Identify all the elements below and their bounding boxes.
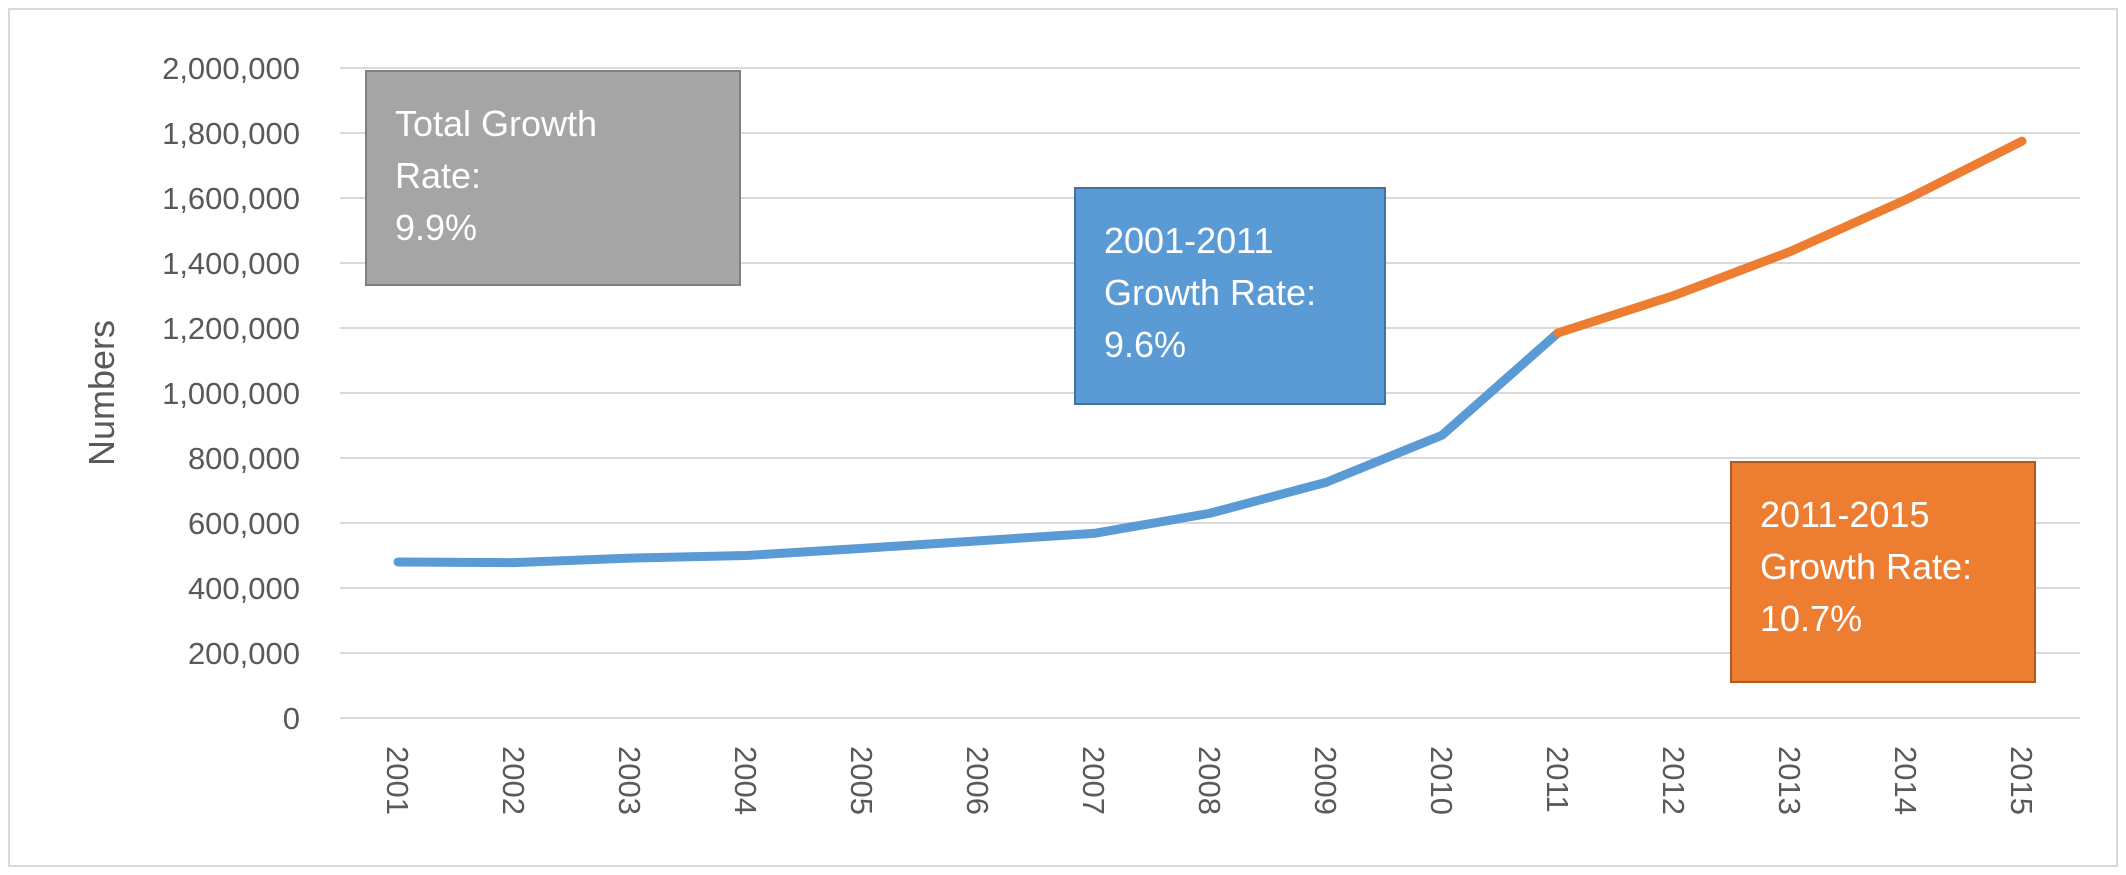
x-tick-label: 2012 <box>1656 746 1691 815</box>
x-tick-label: 2002 <box>496 746 531 815</box>
series-line-2 <box>1553 136 2027 338</box>
chart-frame <box>8 8 2118 867</box>
x-tick-label: 2004 <box>728 746 763 815</box>
y-tick-label: 1,600,000 <box>162 181 300 216</box>
x-axis-ticks: 2001 2002 2003 2004 2005 2006 2007 2008 2009 2010… <box>380 746 2039 815</box>
y-tick-label: 1,800,000 <box>162 116 300 151</box>
x-tick-label: 2007 <box>1076 746 1111 815</box>
y-axis-label: Numbers <box>81 320 122 466</box>
growth-2001-2011-line-1: 2001-2011 <box>1104 220 1274 261</box>
total-growth-line-1: Total Growth <box>395 103 598 144</box>
x-tick-label: 2008 <box>1192 746 1227 815</box>
y-tick-label: 600,000 <box>188 506 300 541</box>
x-tick-label: 2005 <box>844 746 879 815</box>
x-tick-label: 2013 <box>1772 746 1807 815</box>
total-growth-line-3: 9.9% <box>395 207 478 248</box>
total-growth-line-2: Rate: <box>395 155 482 196</box>
x-tick-label: 2014 <box>1888 746 1923 815</box>
series-line-1 <box>393 328 1563 568</box>
x-tick-label: 2006 <box>960 746 995 815</box>
x-tick-label: 2009 <box>1308 746 1343 815</box>
x-tick-label: 2010 <box>1424 746 1459 815</box>
growth-2011-2015-line-3: 10.7% <box>1760 598 1863 639</box>
y-axis-ticks: 0 200,000 400,000 600,000 800,000 1,000,000 1,… <box>162 51 300 736</box>
growth-2011-2015-line-1: 2011-2015 <box>1760 494 1930 535</box>
y-tick-label: 1,200,000 <box>162 311 300 346</box>
growth-2001-2011-line-2: Growth Rate: <box>1104 272 1317 313</box>
growth-2011-2015-annotation: 2011-2015 Growth Rate: 10.7% <box>1730 461 2036 683</box>
growth-2011-2015-line-2: Growth Rate: <box>1760 546 1973 587</box>
x-tick-label: 2015 <box>2004 746 2039 815</box>
y-tick-label: 400,000 <box>188 571 300 606</box>
x-tick-label: 2011 <box>1540 746 1575 813</box>
y-tick-label: 1,000,000 <box>162 376 300 411</box>
y-tick-label: 0 <box>283 701 300 736</box>
total-growth-annotation: Total Growth Rate: 9.9% <box>365 70 741 286</box>
y-tick-label: 800,000 <box>188 441 300 476</box>
x-tick-label: 2003 <box>612 746 647 815</box>
series-lines <box>393 136 2027 568</box>
y-tick-label: 1,400,000 <box>162 246 300 281</box>
x-tick-label: 2001 <box>380 746 415 815</box>
y-tick-label: 2,000,000 <box>162 51 300 86</box>
growth-2001-2011-line-3: 9.6% <box>1104 324 1187 365</box>
growth-2001-2011-annotation: 2001-2011 Growth Rate: 9.6% <box>1074 187 1386 405</box>
y-tick-label: 200,000 <box>188 636 300 671</box>
